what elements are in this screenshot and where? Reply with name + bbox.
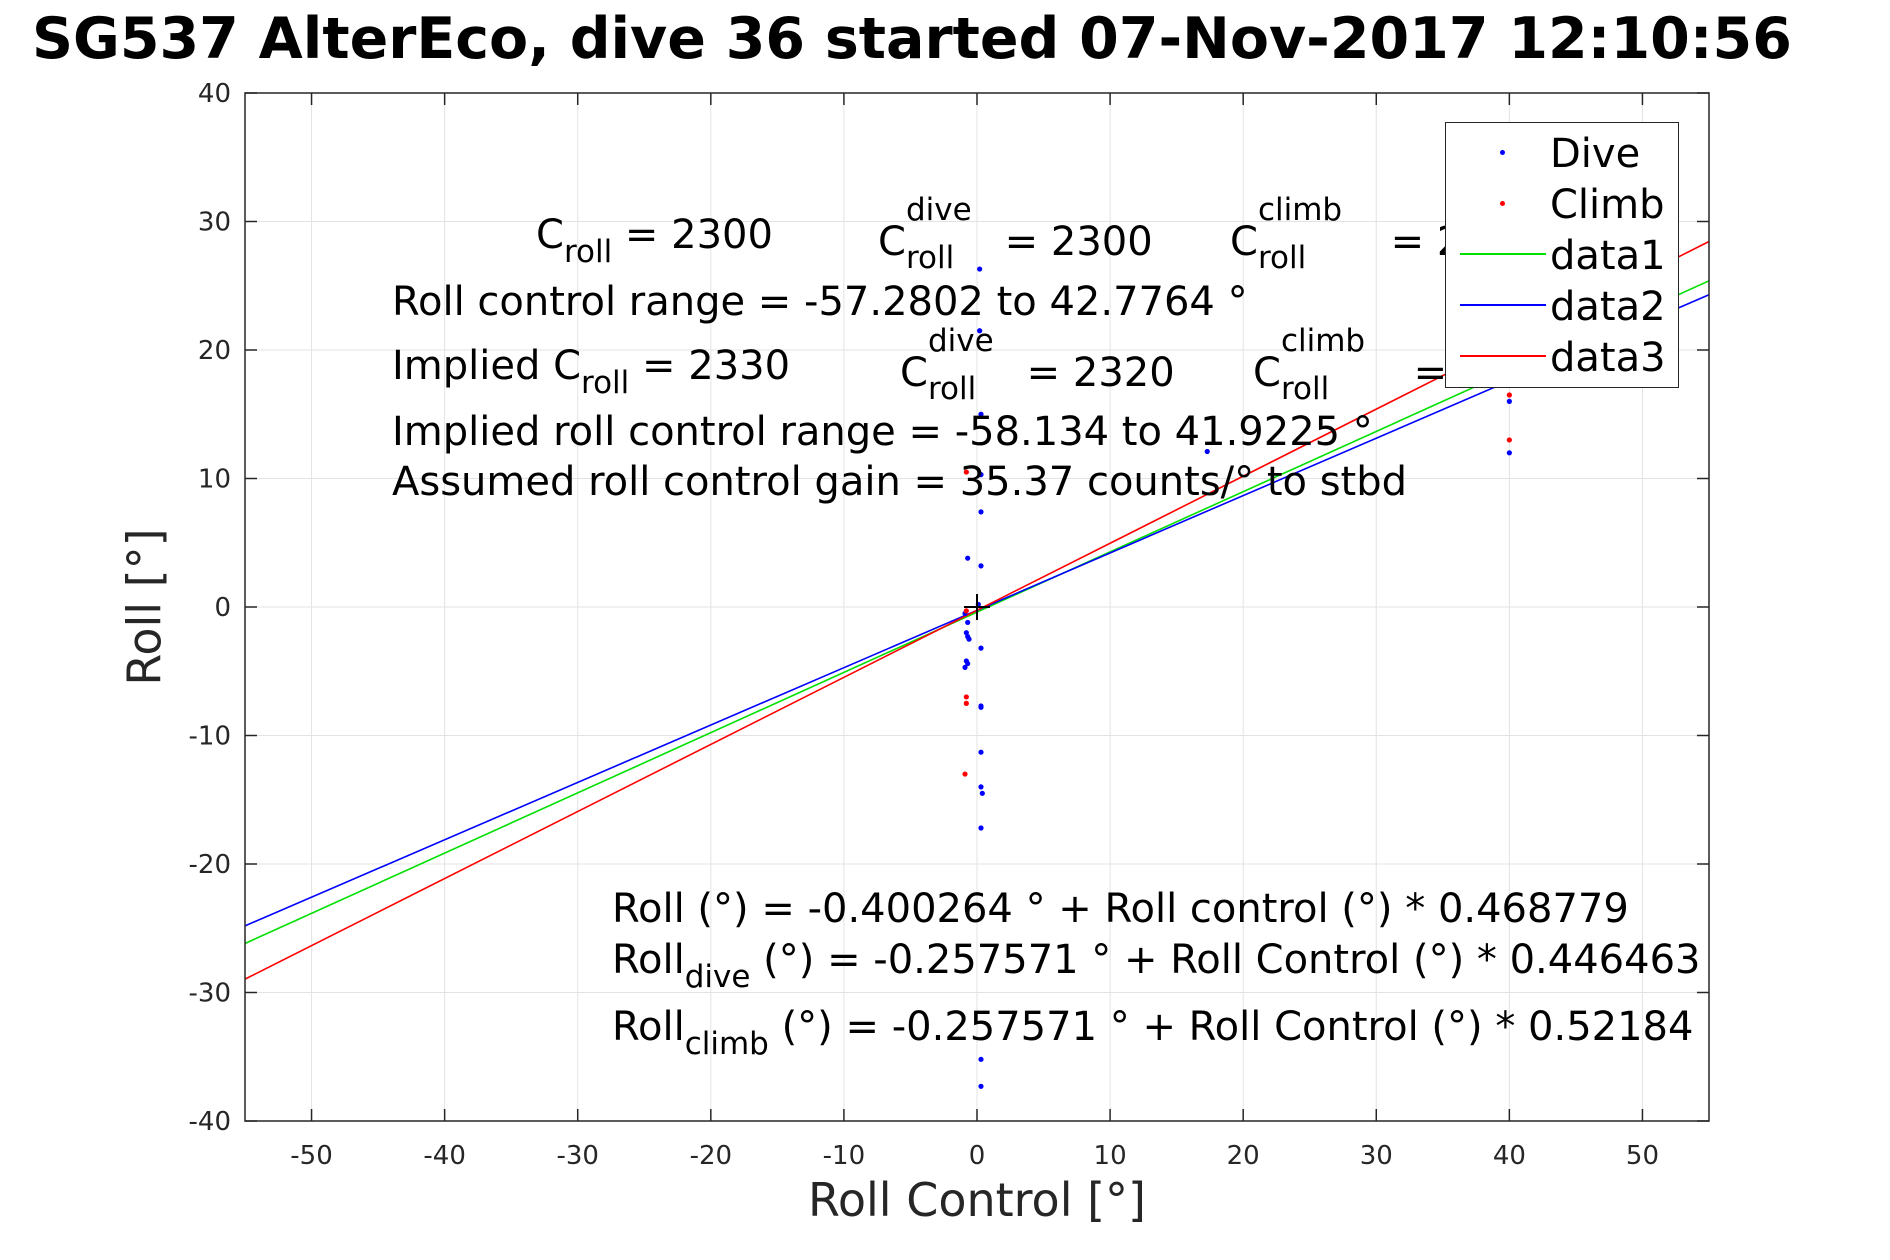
legend-label: data2 xyxy=(1550,284,1666,330)
legend-item-data1: data1 xyxy=(1446,229,1678,281)
dive-point xyxy=(978,472,984,478)
y-tick-label: 0 xyxy=(214,593,231,623)
annotation-eq-roll-dive: Rolldive (°) = -0.257571 ° + Roll Contro… xyxy=(612,937,1701,995)
legend-label: data1 xyxy=(1550,233,1666,279)
legend-dot-icon xyxy=(1500,150,1505,155)
x-tick-label: -20 xyxy=(690,1141,732,1171)
dive-point xyxy=(966,636,972,642)
legend-line-icon xyxy=(1460,253,1546,255)
y-tick-label: 20 xyxy=(198,336,231,366)
y-tick-label: -20 xyxy=(189,850,231,880)
dive-point xyxy=(978,645,984,651)
ticks: -50 -40 -30 -20 -10 0 10 20 30 40 50 -40 -30 -20 -10 0 1… xyxy=(189,79,1709,1171)
legend-label: Dive xyxy=(1550,131,1641,177)
legend-item-dive: Dive xyxy=(1446,127,1678,179)
dive-point xyxy=(978,825,984,831)
y-axis-label: Roll [°] xyxy=(118,528,172,685)
x-tick-label: -30 xyxy=(556,1141,598,1171)
annotation-implied-range: Implied roll control range = -58.134 to … xyxy=(392,409,1373,455)
dive-point xyxy=(978,563,984,569)
dive-point xyxy=(1204,448,1210,455)
x-axis-label: Roll Control [°] xyxy=(808,1173,1146,1227)
x-tick-label: -50 xyxy=(290,1141,332,1171)
dive-point xyxy=(978,749,984,755)
climb-point xyxy=(963,608,969,614)
chart-title: SG537 AlterEco, dive 36 started 07-Nov-2… xyxy=(32,6,1792,72)
legend-item-data2: data2 xyxy=(1446,280,1678,332)
legend-dot-icon xyxy=(1500,201,1505,206)
dive-point xyxy=(978,784,984,790)
dive-point xyxy=(978,704,984,710)
y-tick-label: 10 xyxy=(198,465,231,495)
annotation-gain: Assumed roll control gain = 35.37 counts… xyxy=(392,459,1408,505)
y-tick-label: -10 xyxy=(189,722,231,752)
climb-point xyxy=(963,469,969,475)
annotation-eq-roll-climb: Rollclimb (°) = -0.257571 ° + Roll Contr… xyxy=(612,1004,1694,1062)
climb-point xyxy=(963,700,969,706)
annotation-implied-c-roll: Implied Croll = 2330 xyxy=(392,343,791,401)
legend-item-climb: Climb xyxy=(1446,178,1678,230)
x-tick-label: 10 xyxy=(1094,1141,1127,1171)
x-tick-label: -40 xyxy=(423,1141,465,1171)
dive-point xyxy=(977,266,983,272)
dive-point xyxy=(979,790,985,796)
y-tick-label: 30 xyxy=(198,208,231,238)
y-tick-label: 40 xyxy=(198,79,231,109)
dive-point xyxy=(1506,398,1512,404)
dive-point xyxy=(978,1083,984,1089)
annotation-c-roll: Croll = 2300 xyxy=(536,212,773,270)
climb-point xyxy=(962,771,968,777)
legend-line-icon xyxy=(1460,304,1546,306)
x-tick-label: 40 xyxy=(1493,1141,1526,1171)
climb-point xyxy=(1506,392,1512,398)
x-tick-label: 50 xyxy=(1626,1141,1659,1171)
legend-label: data3 xyxy=(1550,335,1666,381)
x-tick-label: 0 xyxy=(969,1141,986,1171)
x-tick-label: -10 xyxy=(823,1141,865,1171)
legend-item-data3: data3 xyxy=(1446,331,1678,383)
dive-point xyxy=(965,555,971,561)
legend: Dive Climb data1 data2 data3 xyxy=(1445,122,1679,388)
y-tick-label: -30 xyxy=(189,979,231,1009)
legend-label: Climb xyxy=(1550,182,1665,228)
dive-point xyxy=(965,660,971,667)
climb-point xyxy=(1506,437,1512,443)
annotation-eq-roll: Roll (°) = -0.400264 ° + Roll control (°… xyxy=(612,886,1629,932)
center-marker xyxy=(964,594,990,620)
x-tick-label: 20 xyxy=(1227,1141,1260,1171)
climb-point xyxy=(963,694,969,700)
dive-point xyxy=(962,664,968,670)
annotation-roll-range: Roll control range = -57.2802 to 42.7764… xyxy=(392,279,1248,325)
dive-point xyxy=(978,509,984,515)
dive-point xyxy=(965,619,971,626)
legend-line-icon xyxy=(1460,355,1546,357)
dive-point xyxy=(977,328,983,334)
dive-point xyxy=(1506,450,1512,456)
dive-point xyxy=(978,1056,984,1062)
dive-point xyxy=(978,411,984,417)
y-tick-label: -40 xyxy=(189,1107,231,1137)
x-tick-label: 30 xyxy=(1360,1141,1393,1171)
